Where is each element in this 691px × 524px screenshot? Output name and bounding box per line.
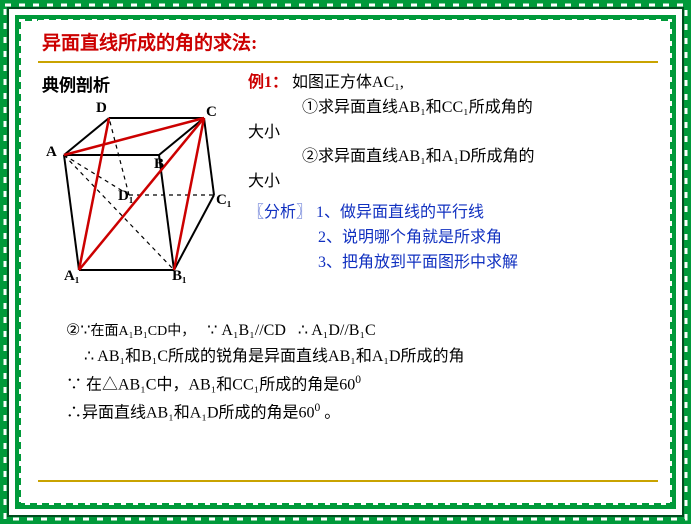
example-line-2b: 大小 (248, 170, 658, 195)
proof-l3-sup: 0 (355, 374, 361, 386)
cube-svg (44, 100, 244, 290)
proof-line-2: ∴ AB₁和B₁C所成的锐角是异面直线AB₁和A₁D所成的角 (66, 344, 658, 370)
vertex-C1: C₁ (216, 192, 231, 209)
divider-top (38, 61, 658, 63)
analysis-item-1: 1、做异面直线的平行线 (316, 204, 484, 221)
cube-diagram: A B C D A₁ B₁ C₁ D₁ (44, 100, 244, 290)
example-line-1: ①求异面直线AB₁和CC₁所成角的 (248, 96, 658, 121)
subheading: 典例剖析 (38, 69, 248, 100)
left-column: 典例剖析 (38, 69, 248, 290)
proof-l4: ∴异面直线AB₁和A₁D所成的角是60 (66, 404, 315, 421)
vertex-C: C (206, 104, 217, 121)
proof-l1c: ∵ A₁B₁//CD (207, 322, 286, 339)
slide-title: 异面直线所成的角的求法: (38, 20, 658, 59)
vertex-A: A (46, 144, 57, 161)
proof-l1a: ②∵ (66, 322, 91, 339)
top-row: 典例剖析 (38, 69, 658, 290)
proof-l1d: ∴ A₁D//B₁C (298, 322, 376, 339)
proof-l1b: 在面A₁B₁CD中， (91, 324, 196, 339)
vertex-D1: D₁ (118, 188, 133, 205)
example-line-0: 例1： 如图正方体AC₁, (248, 71, 658, 96)
proof-block: ②∵在面A₁B₁CD中， ∵ A₁B₁//CD ∴ A₁D//B₁C ∴ AB₁… (66, 318, 658, 426)
analysis-item-2: 2、说明哪个角就是所求角 (248, 226, 658, 251)
proof-l4-end: 。 (320, 404, 340, 421)
analysis-label: 〖分析〗 (248, 204, 312, 221)
proof-line-3: ∵ 在△AB₁C中，AB₁和CC₁所成的角是600 (66, 371, 658, 399)
proof-line-4: ∴异面直线AB₁和A₁D所成的角是600 。 (66, 399, 658, 427)
analysis-line-1: 〖分析〗 1、做异面直线的平行线 (248, 201, 658, 226)
example-label: 例1： (248, 74, 288, 91)
analysis-item-3: 3、把角放到平面图形中求解 (248, 251, 658, 276)
vertex-A1: A₁ (64, 268, 79, 285)
example-line-2: ②求异面直线AB₁和A₁D所成角的 (248, 145, 658, 170)
vertex-B1: B₁ (172, 268, 187, 285)
vertex-D: D (96, 100, 107, 117)
vertex-B: B (154, 156, 164, 173)
right-column: 例1： 如图正方体AC₁, ①求异面直线AB₁和CC₁所成角的 大小 ②求异面直… (248, 69, 658, 290)
slide-content: 异面直线所成的角的求法: 典例剖析 (38, 20, 658, 500)
divider-bottom (38, 480, 658, 482)
example-intro: 如图正方体AC₁, (292, 74, 404, 91)
proof-line-1: ②∵在面A₁B₁CD中， ∵ A₁B₁//CD ∴ A₁D//B₁C (66, 318, 658, 344)
proof-l3: ∵ 在△AB₁C中，AB₁和CC₁所成的角是60 (66, 376, 355, 393)
example-line-1b: 大小 (248, 121, 658, 146)
